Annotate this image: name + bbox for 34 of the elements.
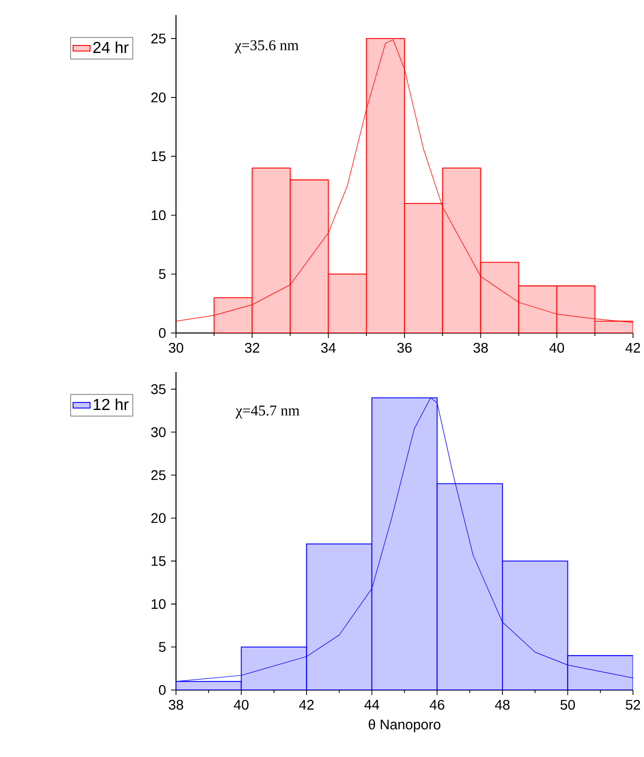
y-tick-label: 35 [151, 384, 166, 394]
y-tick-label: 20 [151, 92, 166, 102]
x-tick-label: 32 [244, 342, 260, 353]
x-axis-title: θ Nanoporo [368, 719, 440, 732]
x-tick-label: 46 [430, 700, 444, 710]
x-tick-label: 48 [494, 700, 510, 710]
y-tick-label: 5 [158, 642, 166, 652]
y-tick-label: 25 [151, 34, 166, 44]
legend-label: 24 hr [93, 41, 129, 53]
x-tick-label: 30 [168, 342, 184, 353]
x-tick-label: 52 [626, 700, 640, 710]
annotation: χ=35.6 nm [234, 40, 299, 54]
x-tick-label: 42 [299, 700, 314, 710]
x-tick-label: 42 [626, 342, 640, 353]
x-tick-label: 36 [397, 342, 412, 353]
y-tick-label: 0 [158, 328, 166, 338]
y-tick-label: 10 [152, 599, 166, 609]
y-tick-label: 15 [152, 151, 166, 162]
annotation: χ=45.7 nm [236, 406, 300, 419]
x-tick-label: 40 [234, 700, 248, 710]
x-tick-label: 38 [473, 342, 488, 353]
y-tick-label: 10 [152, 210, 166, 220]
y-tick-label: 5 [158, 269, 166, 279]
y-tick-label: 0 [158, 685, 166, 695]
x-tick-label: 50 [560, 700, 575, 710]
y-tick-label: 15 [152, 556, 166, 566]
x-tick-label: 40 [549, 342, 564, 353]
x-tick-label: 38 [168, 700, 184, 710]
legend-label: 12 hr [94, 398, 129, 410]
y-tick-label: 25 [151, 470, 166, 480]
x-tick-label: 34 [321, 342, 336, 353]
y-tick-label: 30 [151, 427, 166, 438]
x-tick-label: 44 [364, 700, 380, 710]
y-tick-label: 20 [151, 513, 166, 524]
